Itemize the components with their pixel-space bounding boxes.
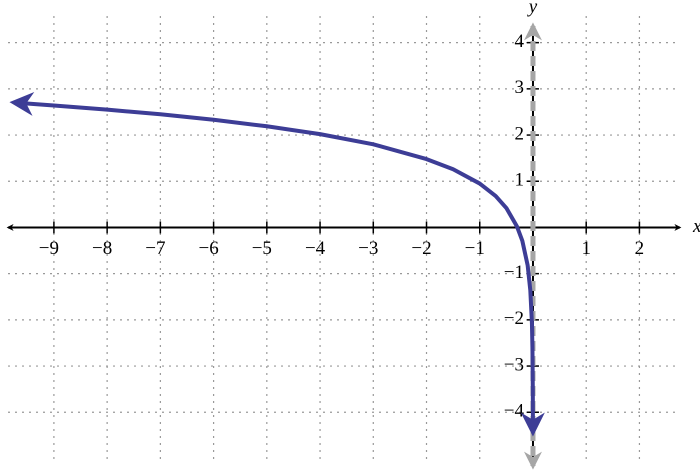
x-tick-label: −6 [198, 238, 218, 259]
x-axis-title: x [692, 216, 700, 237]
x-tick-label: −9 [39, 238, 59, 259]
x-tick-label: −1 [465, 238, 485, 259]
x-tick-label: −4 [305, 238, 326, 259]
y-tick-label: −1 [504, 262, 524, 283]
y-tick-label: −3 [504, 354, 524, 375]
y-tick-label: 4 [514, 31, 524, 52]
y-axis-title: y [527, 0, 538, 17]
x-tick-label: −7 [145, 238, 165, 259]
x-tick-label: −3 [358, 238, 378, 259]
y-tick-label: 1 [514, 170, 524, 191]
axes: −9 −8 −7 −6 −5 −4 −3 −2 −1 1 2 −4 −3 −2 −1 1 2 3 4 x y [6, 0, 700, 470]
x-tick-label: −2 [411, 238, 431, 259]
x-tick-label: −8 [92, 238, 112, 259]
x-tick-label: 1 [581, 238, 591, 259]
x-tick-label: 2 [635, 238, 645, 259]
curve [9, 91, 545, 437]
y-tick-label: −4 [504, 401, 525, 422]
y-tick-label: −2 [504, 308, 524, 329]
x-tick-label: −5 [252, 238, 272, 259]
y-tick-label: 2 [514, 123, 524, 144]
y-tick-label: 3 [514, 77, 524, 98]
plot [9, 91, 545, 437]
